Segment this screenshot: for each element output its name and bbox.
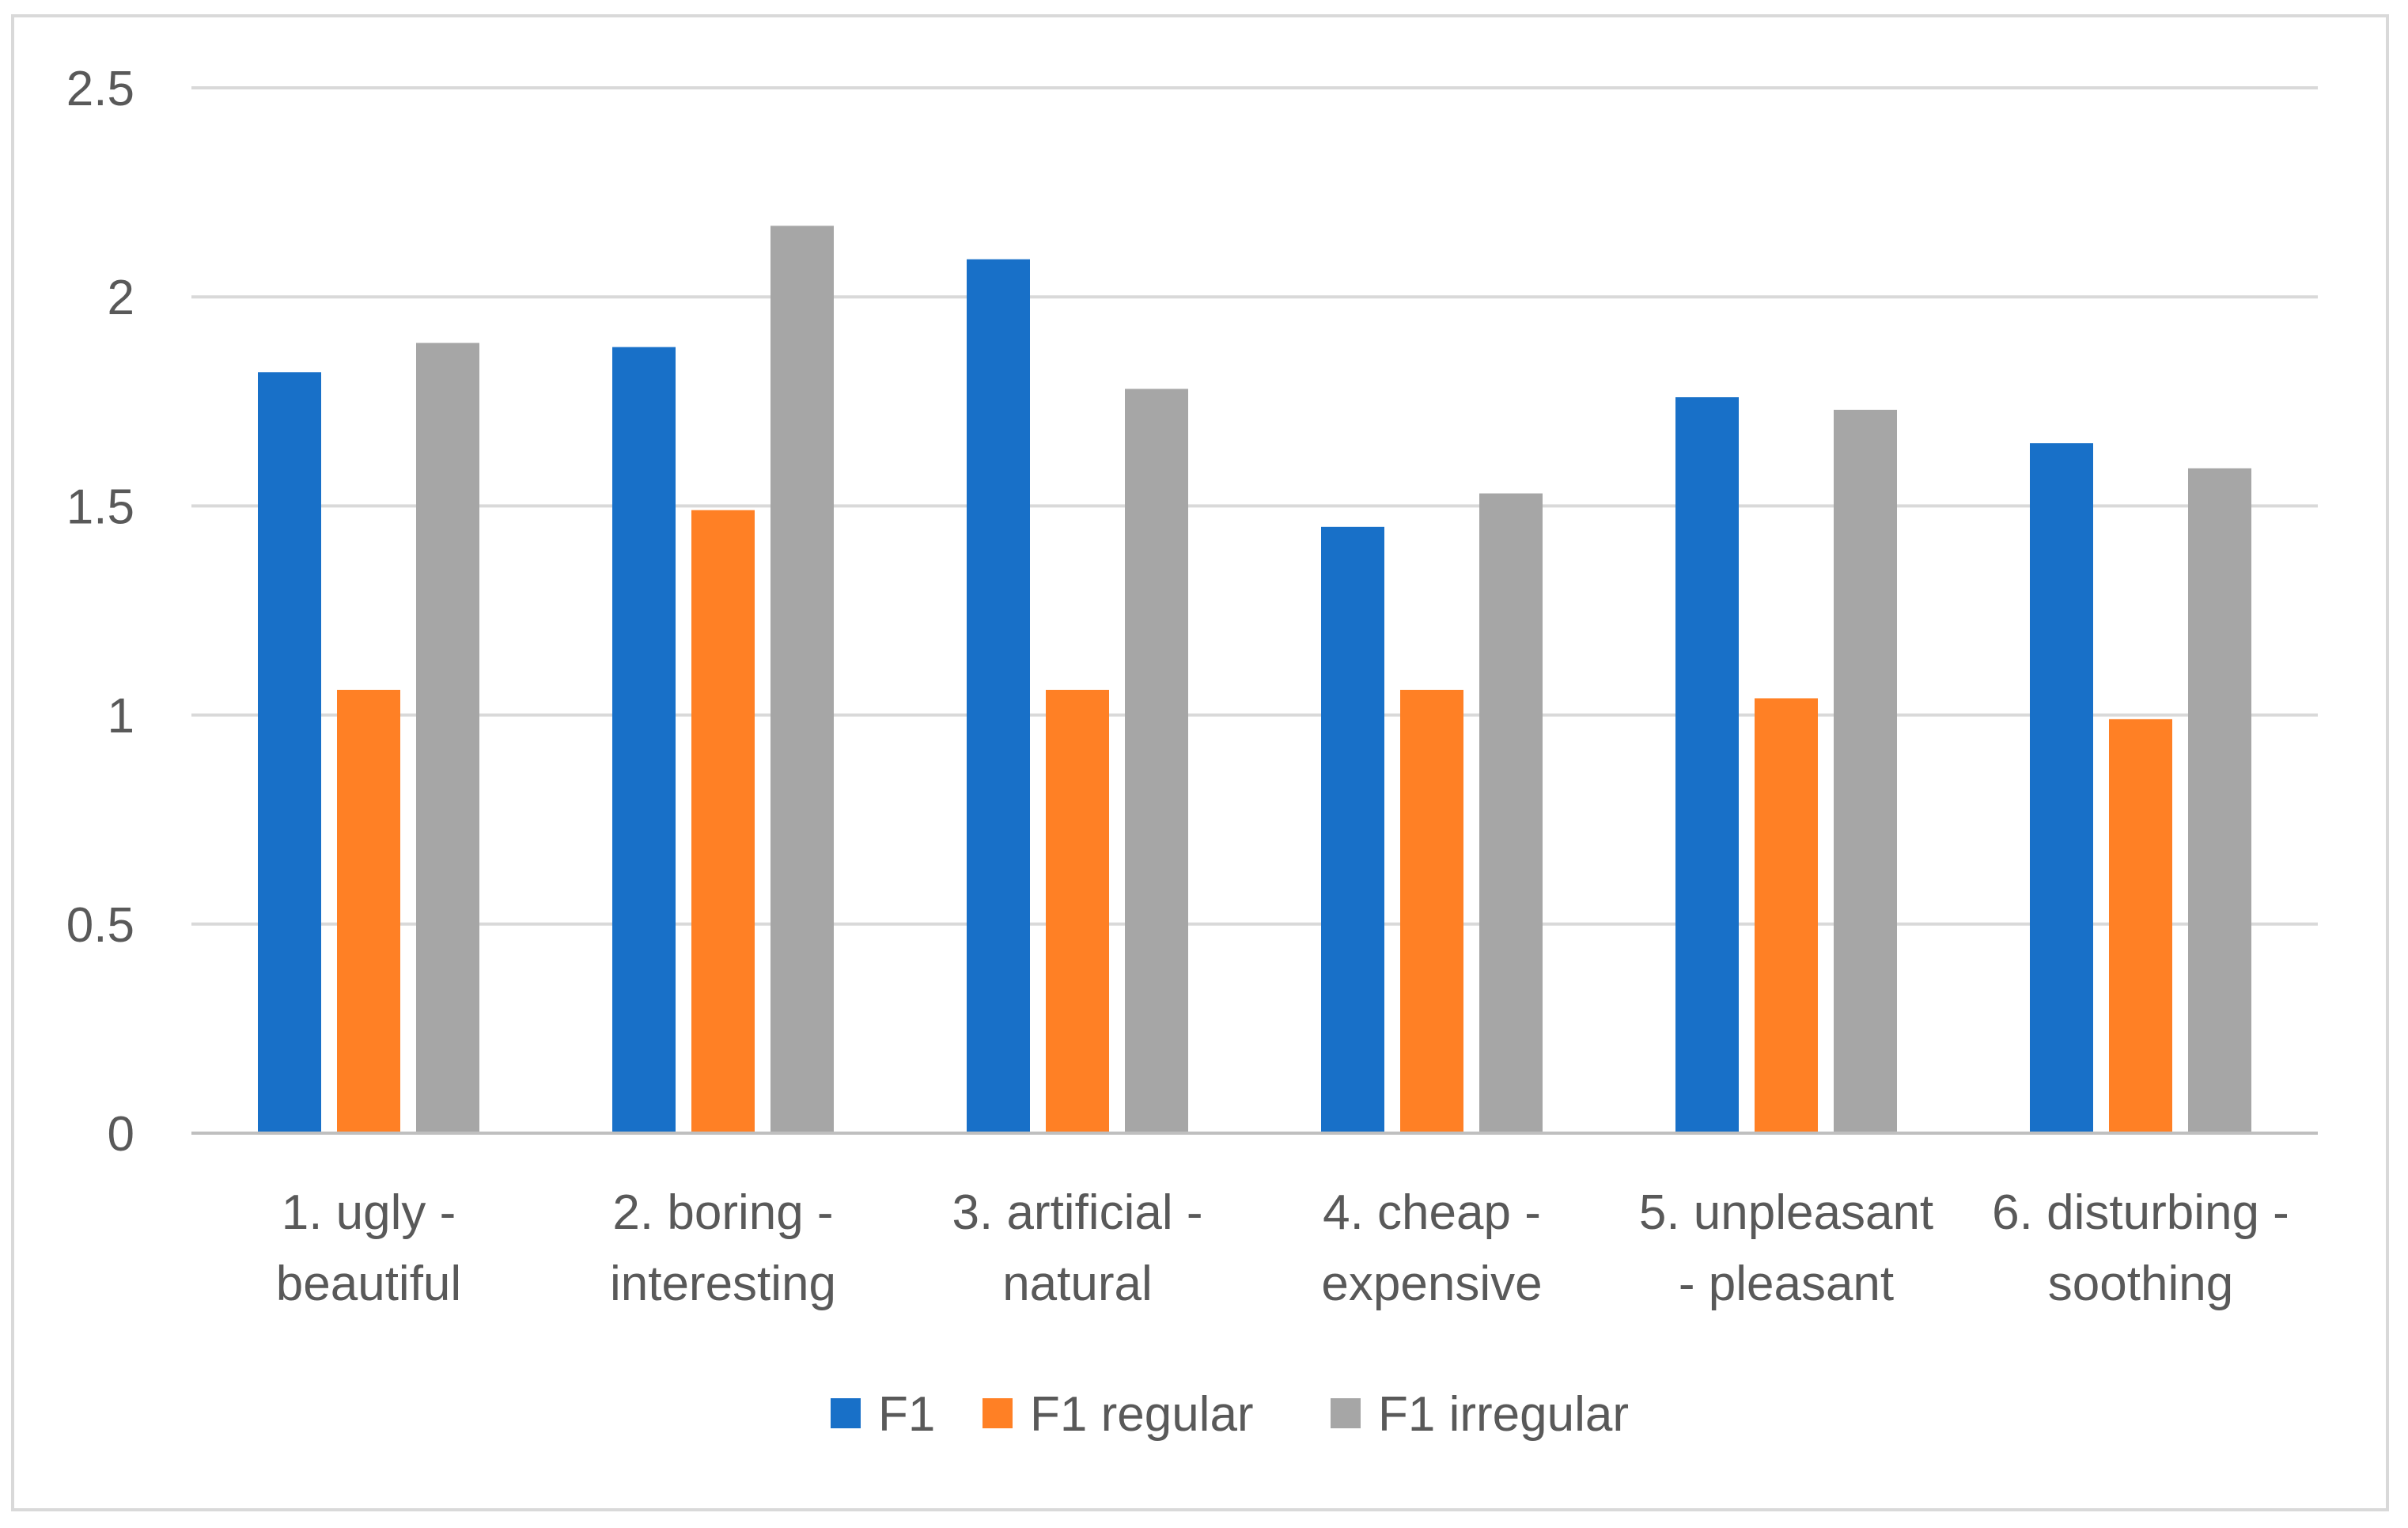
x-category-label: 1. ugly -beautiful xyxy=(276,1185,461,1311)
bar-f1-regular-2 xyxy=(691,510,755,1133)
legend-item-f1-irregular: F1 irregular xyxy=(1331,1387,1629,1442)
bar-f1-irregular-6 xyxy=(2188,468,2251,1133)
chart-frame xyxy=(11,14,2389,1511)
y-tick-label: 2 xyxy=(108,271,134,325)
bar-f1-irregular-5 xyxy=(1834,409,1897,1133)
legend-label: F1 regular xyxy=(1030,1387,1254,1442)
bar-f1-regular-4 xyxy=(1400,689,1463,1133)
bar-f1-5 xyxy=(1675,397,1739,1133)
bar-f1-irregular-2 xyxy=(770,226,834,1133)
bar-f1-6 xyxy=(2030,443,2093,1133)
x-category-label: 2. boring -interesting xyxy=(610,1185,836,1311)
bar-f1-irregular-4 xyxy=(1479,493,1543,1133)
legend-swatch xyxy=(831,1398,861,1428)
legend: F1 F1 regular F1 irregular xyxy=(831,1387,1629,1442)
x-category-label: 5. unpleasant - pleasant xyxy=(1639,1185,1933,1311)
bar-f1-regular-1 xyxy=(337,689,400,1133)
legend-item-f1: F1 xyxy=(831,1387,935,1442)
y-tick-label: 2.5 xyxy=(66,62,134,116)
legend-label: F1 xyxy=(878,1387,935,1442)
bar-f1-regular-5 xyxy=(1755,698,1818,1133)
legend-swatch xyxy=(983,1398,1013,1428)
bar-f1-3 xyxy=(967,259,1030,1133)
y-tick-label: 1 xyxy=(108,689,134,744)
bar-f1-regular-3 xyxy=(1046,689,1109,1133)
legend-item-f1-regular: F1 regular xyxy=(983,1387,1254,1442)
x-category-label: 3. artificial -natural xyxy=(952,1185,1203,1311)
x-category-label: 6. disturbing -soothing xyxy=(1992,1185,2289,1311)
y-tick-label: 1.5 xyxy=(66,480,134,534)
legend-swatch xyxy=(1331,1398,1361,1428)
bar-f1-regular-6 xyxy=(2109,719,2172,1133)
bar-f1-1 xyxy=(258,372,321,1133)
bar-f1-2 xyxy=(612,347,676,1133)
bar-f1-irregular-1 xyxy=(416,343,479,1134)
x-axis-category-labels: 1. ugly -beautiful 2. boring -interesting… xyxy=(276,1185,2289,1311)
y-tick-label: 0 xyxy=(108,1107,134,1162)
bar-f1-4 xyxy=(1321,526,1384,1133)
legend-label: F1 irregular xyxy=(1378,1387,1629,1442)
bars xyxy=(258,226,2251,1134)
x-category-label: 4. cheap -expensive xyxy=(1321,1185,1542,1311)
bar-f1-irregular-3 xyxy=(1125,389,1188,1133)
gridlines xyxy=(191,86,2318,926)
y-tick-label: 0.5 xyxy=(66,898,134,953)
y-axis-tick-labels: 0 0.5 1 1.5 2 2.5 xyxy=(66,62,134,1162)
